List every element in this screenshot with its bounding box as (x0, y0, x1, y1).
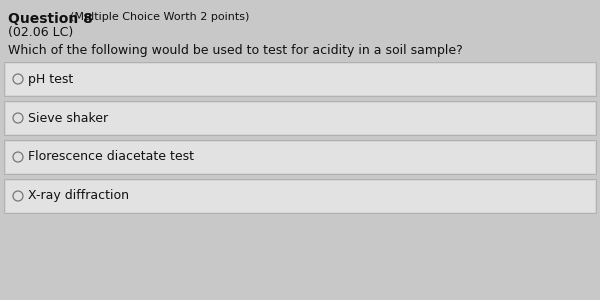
Text: Florescence diacetate test: Florescence diacetate test (28, 151, 194, 164)
Text: X-ray diffraction: X-ray diffraction (28, 190, 129, 202)
FancyBboxPatch shape (5, 141, 595, 173)
FancyBboxPatch shape (5, 63, 595, 95)
Circle shape (13, 74, 23, 84)
FancyBboxPatch shape (4, 101, 596, 135)
Text: pH test: pH test (28, 73, 73, 85)
Text: Which of the following would be used to test for acidity in a soil sample?: Which of the following would be used to … (8, 44, 463, 57)
FancyBboxPatch shape (4, 140, 596, 174)
Circle shape (13, 191, 23, 201)
Text: (02.06 LC): (02.06 LC) (8, 26, 73, 39)
Circle shape (13, 152, 23, 162)
FancyBboxPatch shape (5, 180, 595, 212)
FancyBboxPatch shape (4, 62, 596, 96)
Text: Question 8: Question 8 (8, 12, 93, 26)
FancyBboxPatch shape (5, 102, 595, 134)
FancyBboxPatch shape (4, 179, 596, 213)
Circle shape (13, 113, 23, 123)
Text: Sieve shaker: Sieve shaker (28, 112, 108, 124)
Text: (Multiple Choice Worth 2 points): (Multiple Choice Worth 2 points) (70, 12, 250, 22)
